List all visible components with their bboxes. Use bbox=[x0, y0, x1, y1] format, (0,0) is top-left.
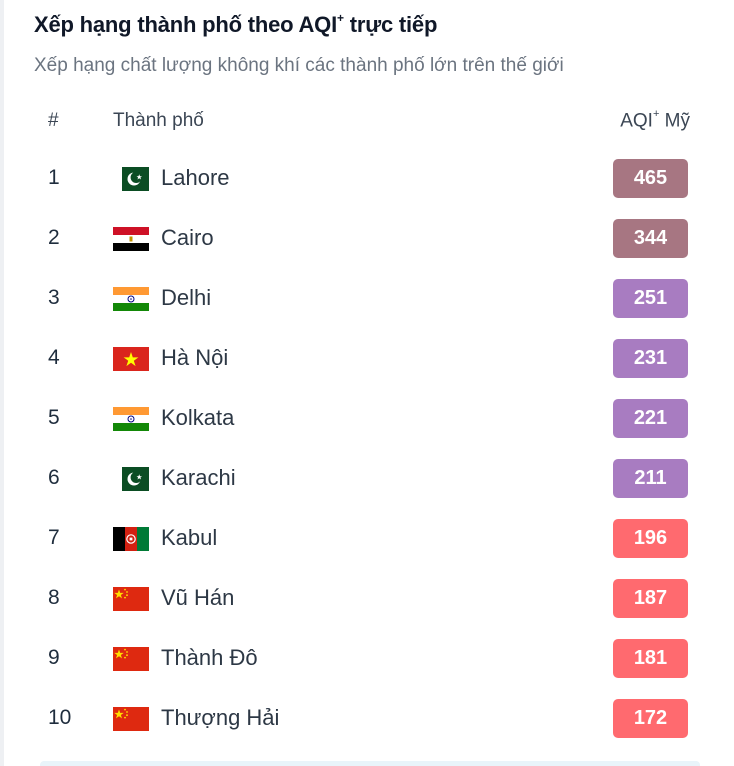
city-column-header: Thành phố bbox=[113, 110, 204, 131]
rank-number: 2 bbox=[48, 226, 60, 249]
aqi-badge: 221 bbox=[613, 399, 688, 438]
bottom-card-edge bbox=[40, 761, 700, 766]
aqi-badge: 196 bbox=[613, 519, 688, 558]
city-name-link[interactable]: Delhi bbox=[161, 285, 212, 310]
india-flag-icon bbox=[113, 407, 149, 431]
city-name-link[interactable]: Lahore bbox=[161, 165, 230, 190]
aqi-badge: 231 bbox=[613, 339, 688, 378]
rank-number: 1 bbox=[48, 166, 60, 189]
pakistan-flag-icon bbox=[113, 167, 149, 191]
rank-number: 10 bbox=[48, 706, 72, 729]
table-row[interactable]: 3 Delhi 251 bbox=[34, 270, 724, 330]
page-title: Xếp hạng thành phố theo AQI+ trực tiếp bbox=[34, 10, 438, 38]
title-suffix: trực tiếp bbox=[343, 12, 438, 37]
rank-number: 5 bbox=[48, 406, 60, 429]
left-divider bbox=[0, 0, 4, 766]
city-name-link[interactable]: Kabul bbox=[161, 525, 218, 550]
afghanistan-flag-icon bbox=[113, 527, 149, 551]
city-name-link[interactable]: Thành Đô bbox=[161, 645, 258, 670]
city-name-link[interactable]: Kolkata bbox=[161, 405, 235, 430]
city-name-link[interactable]: Cairo bbox=[161, 225, 214, 250]
china-flag-icon bbox=[113, 707, 149, 731]
aqi-header-text: AQI bbox=[620, 110, 653, 132]
aqi-badge: 251 bbox=[613, 279, 688, 318]
rank-number: 4 bbox=[48, 346, 60, 369]
aqi-badge: 181 bbox=[613, 639, 688, 678]
city-ranking-panel: Xếp hạng thành phố theo AQI+ trực tiếp X… bbox=[34, 0, 734, 766]
aqi-badge: 344 bbox=[613, 219, 688, 258]
city-name-link[interactable]: Thượng Hải bbox=[161, 705, 280, 730]
table-row[interactable]: 6 Karachi 211 bbox=[34, 450, 724, 510]
city-name-link[interactable]: Karachi bbox=[161, 465, 236, 490]
table-row[interactable]: 5 Kolkata 221 bbox=[34, 390, 724, 450]
rank-number: 7 bbox=[48, 526, 60, 549]
rank-column-header: # bbox=[48, 110, 59, 131]
pakistan-flag-icon bbox=[113, 467, 149, 491]
aqi-header-superscript: + bbox=[652, 108, 660, 120]
egypt-flag-icon bbox=[113, 227, 149, 251]
vietnam-flag-icon bbox=[113, 347, 149, 371]
india-flag-icon bbox=[113, 287, 149, 311]
china-flag-icon bbox=[113, 587, 149, 611]
page-subtitle: Xếp hạng chất lượng không khí các thành … bbox=[34, 55, 564, 76]
rank-number: 3 bbox=[48, 286, 60, 309]
aqi-column-header: AQI+ Mỹ bbox=[620, 108, 690, 132]
table-row[interactable]: 1 Lahore 465 bbox=[34, 150, 724, 210]
rank-number: 9 bbox=[48, 646, 60, 669]
rank-number: 8 bbox=[48, 586, 60, 609]
table-row[interactable]: 4 Hà Nội 231 bbox=[34, 330, 724, 390]
aqi-badge: 172 bbox=[613, 699, 688, 738]
title-text: Xếp hạng thành phố theo AQI bbox=[34, 12, 337, 37]
table-row[interactable]: 8 Vũ Hán 187 bbox=[34, 570, 724, 630]
china-flag-icon bbox=[113, 647, 149, 671]
aqi-header-suffix: Mỹ bbox=[659, 110, 690, 132]
table-header: # Thành phố AQI+ Mỹ bbox=[34, 108, 724, 138]
city-name-link[interactable]: Vũ Hán bbox=[161, 585, 235, 610]
table-row[interactable]: 2 Cairo 344 bbox=[34, 210, 724, 270]
city-name-link[interactable]: Hà Nội bbox=[161, 345, 229, 370]
table-row[interactable]: 7 Kabul 196 bbox=[34, 510, 724, 570]
ranking-list: 1 Lahore 465 2 Cairo 344 3 Delhi 251 4 Hà Nội 231 5 K… bbox=[34, 150, 724, 750]
aqi-badge: 211 bbox=[613, 459, 688, 498]
title-superscript: + bbox=[337, 10, 344, 25]
table-row[interactable]: 10 Thượng Hải 172 bbox=[34, 690, 724, 750]
rank-number: 6 bbox=[48, 466, 60, 489]
aqi-badge: 187 bbox=[613, 579, 688, 618]
table-row[interactable]: 9 Thành Đô 181 bbox=[34, 630, 724, 690]
aqi-badge: 465 bbox=[613, 159, 688, 198]
